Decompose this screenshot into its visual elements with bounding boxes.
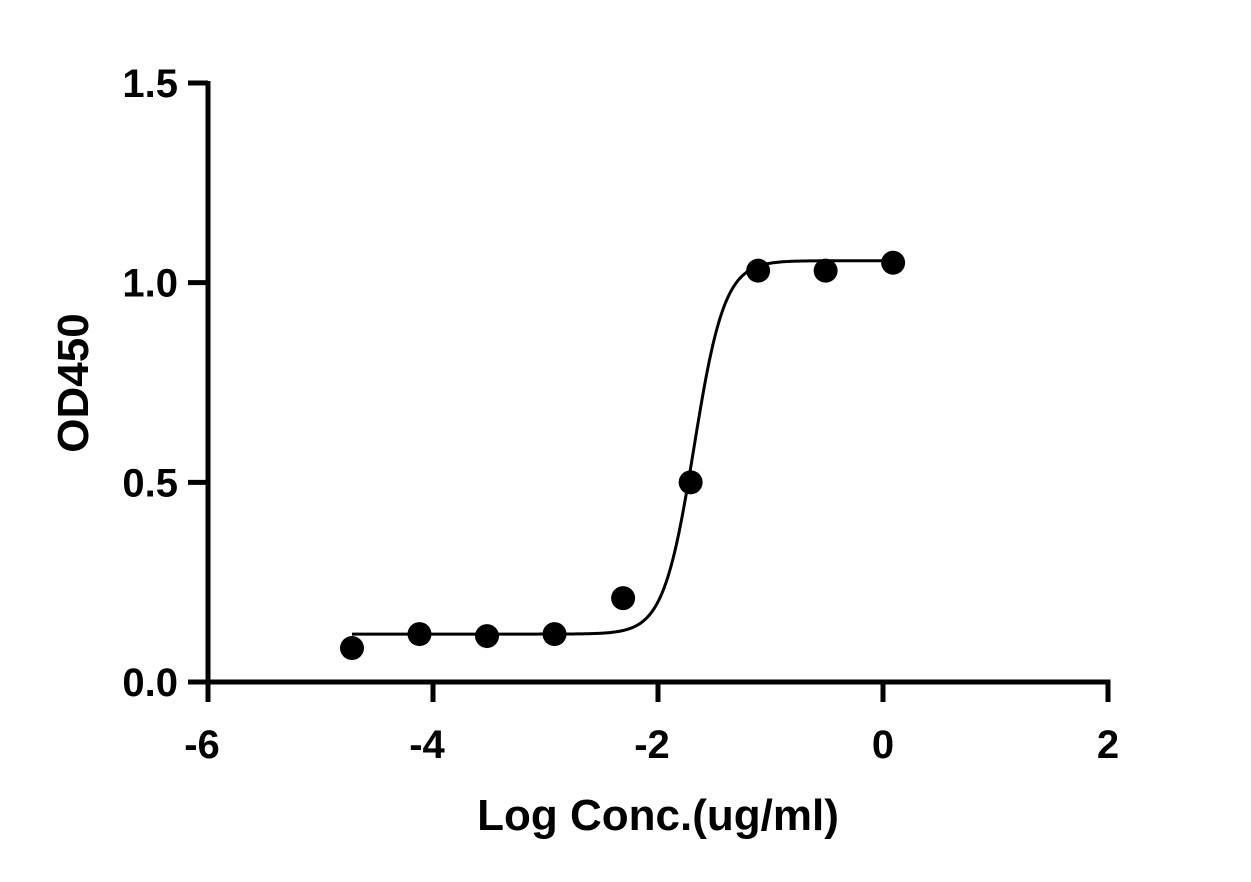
y-tick-label: 1.5 — [122, 62, 178, 106]
fit-curve-line — [352, 259, 894, 636]
data-point — [611, 586, 636, 611]
y-tick-label: 1.0 — [122, 262, 178, 306]
x-axis-title: Log Conc.(ug/ml) — [477, 791, 839, 840]
x-tick-label: -2 — [634, 723, 670, 767]
data-points-layer — [340, 250, 906, 661]
data-point — [340, 636, 364, 661]
fit-curve-layer — [352, 259, 894, 636]
x-tick-label: 0 — [872, 723, 894, 767]
data-point — [678, 470, 703, 495]
x-tick-label: 2 — [1097, 723, 1119, 767]
data-point — [475, 624, 499, 649]
axes — [205, 81, 1111, 685]
x-ticks: -6 -4 -2 0 2 — [184, 682, 1119, 767]
y-axis-title: OD450 — [49, 313, 98, 452]
data-point — [542, 622, 567, 647]
data-point — [407, 622, 432, 647]
y-tick-label: 0.5 — [122, 461, 178, 505]
data-point — [813, 258, 838, 283]
data-point — [881, 250, 906, 275]
y-tick-label: 0.0 — [122, 661, 178, 705]
data-point — [746, 258, 771, 283]
x-tick-label: -4 — [409, 723, 445, 767]
x-tick-label: -6 — [184, 723, 220, 767]
y-ticks: 0.0 0.5 1.0 1.5 — [122, 62, 208, 705]
